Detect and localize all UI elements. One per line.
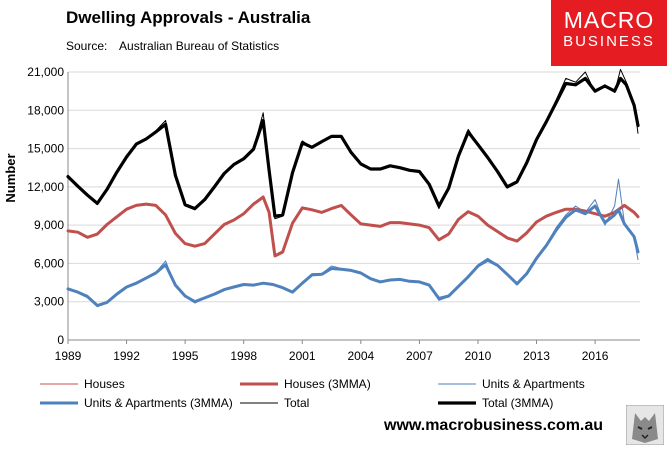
y-tick-labels: 0 3,000 6,000 9,000 12,000 15,000 18,000 21,000: [27, 65, 64, 347]
legend-label: Total: [284, 396, 309, 410]
x-tick-labels: 1989 1992 1995 1998 2001 2004 2007 2010 2013 2016: [55, 340, 609, 363]
logo-line-business: BUSINESS: [563, 33, 655, 50]
x-tick-label: 2010: [465, 349, 492, 363]
legend: Houses Houses (3MMA) Units & Apartments Uni…: [40, 377, 585, 410]
wolf-icon: [626, 405, 664, 445]
x-tick-label: 1995: [172, 349, 199, 363]
x-tick-label: 2016: [582, 349, 609, 363]
x-tick-label: 1992: [113, 349, 140, 363]
legend-label: Total (3MMA): [482, 396, 553, 410]
chart-title: Dwelling Approvals - Australia: [66, 8, 311, 27]
legend-label: Units & Apartments (3MMA): [84, 396, 233, 410]
y-tick-label: 9,000: [34, 218, 64, 232]
y-tick-label: 6,000: [34, 256, 64, 270]
series-line-units-apartments: [67, 178, 639, 308]
series-line-total-3mma: [66, 76, 640, 218]
series-line-houses-3mma: [66, 195, 640, 258]
series-line-units-apartments-3mma: [66, 204, 640, 307]
legend-label: Units & Apartments: [482, 377, 585, 391]
legend-label: Houses (3MMA): [284, 377, 371, 391]
y-tick-label: 3,000: [34, 295, 64, 309]
legend-item: Total: [240, 396, 309, 410]
macrobusiness-logo: MACRO BUSINESS: [551, 0, 667, 66]
logo-line-macro: MACRO: [563, 7, 655, 33]
y-axis-label: Number: [3, 153, 18, 202]
y-tick-label: 21,000: [27, 65, 64, 79]
series-line-total: [67, 68, 639, 220]
legend-label: Houses: [84, 377, 125, 391]
x-tick-label: 1989: [55, 349, 82, 363]
source-label: Source:: [66, 39, 108, 53]
y-tick-label: 18,000: [27, 103, 64, 117]
x-tick-label: 1998: [230, 349, 257, 363]
y-tick-label: 12,000: [27, 180, 64, 194]
legend-item: Houses: [40, 377, 125, 391]
y-tick-label: 0: [57, 333, 64, 347]
legend-item: Total (3MMA): [438, 396, 553, 410]
legend-item: Units & Apartments: [438, 377, 585, 391]
x-tick-label: 2007: [406, 349, 433, 363]
x-tick-label: 2001: [289, 349, 316, 363]
legend-item: Units & Apartments (3MMA): [40, 396, 233, 410]
source-line: Source: Australian Bureau of Statistics: [66, 39, 279, 53]
website-url: www.macrobusiness.com.au: [384, 417, 604, 434]
x-tick-label: 2004: [347, 349, 374, 363]
source-text: Australian Bureau of Statistics: [119, 39, 280, 53]
y-tick-label: 15,000: [27, 142, 64, 156]
axes: [67, 72, 640, 341]
series-lines: [66, 68, 640, 308]
x-tick-label: 2013: [523, 349, 550, 363]
legend-item: Houses (3MMA): [240, 377, 371, 391]
